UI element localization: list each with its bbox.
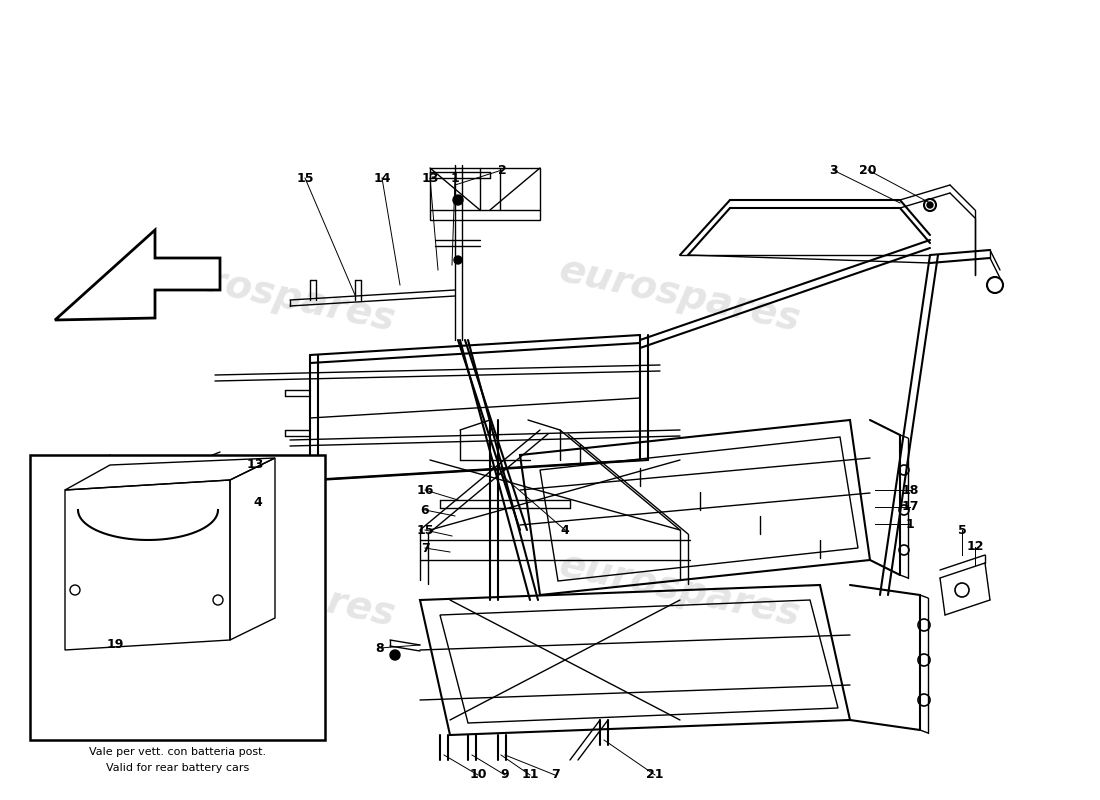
Text: 4: 4 xyxy=(561,523,570,537)
Circle shape xyxy=(927,202,933,208)
Text: 12: 12 xyxy=(966,541,983,554)
Text: 13: 13 xyxy=(421,171,439,185)
Text: 14: 14 xyxy=(373,171,390,185)
Text: 6: 6 xyxy=(420,503,429,517)
Text: 3: 3 xyxy=(828,163,837,177)
Text: 13: 13 xyxy=(246,458,264,471)
Text: 16: 16 xyxy=(416,483,433,497)
Text: 11: 11 xyxy=(521,769,539,782)
Text: 1: 1 xyxy=(451,171,460,185)
Text: 7: 7 xyxy=(551,769,560,782)
Text: 8: 8 xyxy=(376,642,384,654)
Text: 10: 10 xyxy=(470,769,486,782)
FancyBboxPatch shape xyxy=(30,455,324,740)
Text: 15: 15 xyxy=(416,523,433,537)
Text: 18: 18 xyxy=(901,483,918,497)
Text: 1: 1 xyxy=(905,518,914,530)
Circle shape xyxy=(454,256,462,264)
Polygon shape xyxy=(55,230,220,320)
Text: 7: 7 xyxy=(420,542,429,554)
Text: eurospares: eurospares xyxy=(556,251,804,339)
Text: 19: 19 xyxy=(107,638,123,651)
Circle shape xyxy=(453,195,463,205)
Text: 9: 9 xyxy=(500,769,509,782)
Text: 5: 5 xyxy=(958,523,967,537)
Text: eurospares: eurospares xyxy=(151,251,399,339)
Text: 2: 2 xyxy=(497,163,506,177)
Text: 15: 15 xyxy=(296,171,314,185)
Text: eurospares: eurospares xyxy=(151,546,399,634)
Text: eurospares: eurospares xyxy=(556,546,804,634)
Text: Valid for rear battery cars: Valid for rear battery cars xyxy=(107,763,250,773)
Text: Vale per vett. con batteria post.: Vale per vett. con batteria post. xyxy=(89,747,266,757)
Text: 17: 17 xyxy=(901,501,918,514)
Text: 4: 4 xyxy=(254,495,263,509)
Text: 21: 21 xyxy=(647,769,663,782)
Circle shape xyxy=(390,650,400,660)
Text: 20: 20 xyxy=(859,163,877,177)
